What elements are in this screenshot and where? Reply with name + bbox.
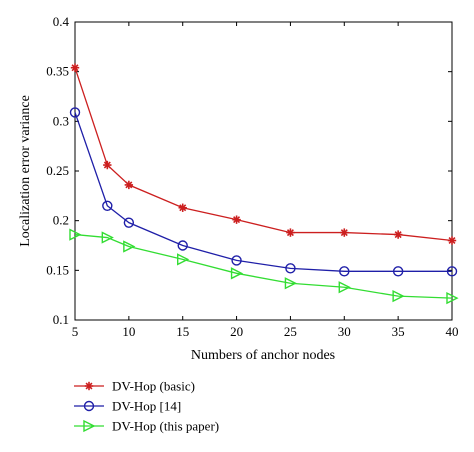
x-tick-label: 25 xyxy=(284,324,297,339)
legend-entry: DV-Hop (this paper) xyxy=(74,419,219,434)
legend-label: DV-Hop [14] xyxy=(112,399,181,414)
legend: DV-Hop (basic) DV-Hop [14] DV-Hop (this pa… xyxy=(74,379,219,434)
x-tick-label: 40 xyxy=(446,324,459,339)
y-tick-label: 0.1 xyxy=(53,312,69,327)
data-point-circle-marker xyxy=(339,266,350,277)
axis-ticks: 5 10 15 20 25 30 35 40 0.1 0.15 0.2 0.25 0.3 0.35 0.4 xyxy=(46,14,458,339)
series-line xyxy=(74,112,452,272)
series-group xyxy=(69,107,458,277)
data-point-triangle-marker xyxy=(83,419,96,433)
x-tick-label: 30 xyxy=(338,324,351,339)
y-tick-label: 0.25 xyxy=(46,163,69,178)
x-tick-label: 5 xyxy=(72,324,79,339)
legend-entry: DV-Hop [14] xyxy=(74,399,181,414)
x-axis-label: Numbers of anchor nodes xyxy=(191,348,335,363)
data-point-circle-marker xyxy=(231,255,242,266)
data-point-star-marker xyxy=(286,228,295,237)
data-point-triangle-marker xyxy=(177,253,190,266)
x-tick-label: 20 xyxy=(230,324,243,339)
y-tick-label: 0.15 xyxy=(46,262,69,277)
data-point-star-marker xyxy=(103,160,112,170)
y-tick-label: 0.2 xyxy=(53,213,69,228)
x-tick-label: 35 xyxy=(392,324,405,339)
x-tick-label: 10 xyxy=(122,324,135,339)
legend-label: DV-Hop (this paper) xyxy=(112,419,219,434)
series-line xyxy=(74,233,453,299)
data-point-circle-marker xyxy=(392,266,404,277)
data-point-circle-marker xyxy=(69,107,81,118)
data-point-star-marker xyxy=(232,215,241,224)
data-point-circle-marker xyxy=(285,263,296,274)
data-point-star-marker xyxy=(340,228,349,237)
x-tick-label: 15 xyxy=(176,324,189,339)
data-point-triangle-marker xyxy=(123,240,136,253)
y-tick-label: 0.3 xyxy=(53,113,69,128)
data-point-triangle-marker xyxy=(392,290,405,303)
legend-label: DV-Hop (basic) xyxy=(112,379,195,394)
data-point-triangle-marker xyxy=(446,292,459,305)
data-point-star-marker xyxy=(84,381,94,391)
data-point-circle-marker xyxy=(177,240,188,251)
data-point-star-marker xyxy=(124,180,134,190)
data-point-circle-marker xyxy=(123,217,135,228)
legend-entry: DV-Hop (basic) xyxy=(74,379,195,394)
y-tick-label: 0.4 xyxy=(53,14,70,29)
data-point-star-marker xyxy=(178,203,187,212)
data-point-star-marker xyxy=(447,236,457,245)
data-point-triangle-marker xyxy=(284,277,297,290)
plot-area xyxy=(74,21,453,321)
data-point-triangle-marker xyxy=(101,231,114,244)
data-point-triangle-marker xyxy=(69,228,82,241)
y-tick-label: 0.35 xyxy=(46,64,69,79)
data-point-circle-marker xyxy=(446,266,458,277)
data-point-star-marker xyxy=(393,230,403,239)
y-axis-label: Localization error variance xyxy=(18,95,33,247)
series-group xyxy=(69,228,459,305)
series-group xyxy=(70,63,457,245)
data-point-triangle-marker xyxy=(338,281,351,294)
series-layer xyxy=(69,63,459,305)
data-point-circle-marker xyxy=(83,400,95,412)
data-point-circle-marker xyxy=(102,200,113,211)
data-point-star-marker xyxy=(70,63,80,72)
data-point-triangle-marker xyxy=(230,267,244,280)
